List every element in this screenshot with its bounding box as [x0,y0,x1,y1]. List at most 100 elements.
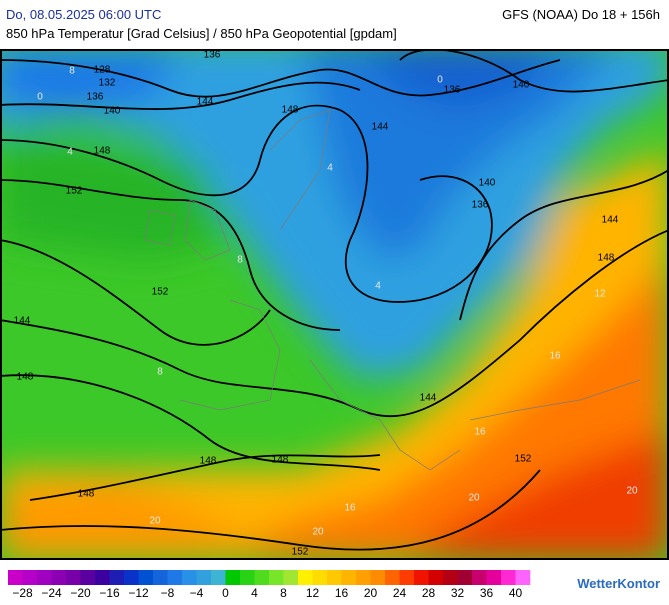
scale-swatch [457,570,473,585]
scale-swatch [138,570,154,585]
scale-swatch [428,570,444,585]
contour-label: 144 [602,215,619,226]
scale-label: −8 [161,586,175,600]
color-scale: −28 −24 −20 −16 −12 −8 −4 0 4 8 12 16 20 24 28 32 36 40 [8,570,531,600]
scale-swatch [22,570,38,585]
scale-label: 16 [335,586,349,600]
contour-label: 140 [104,106,121,117]
temperature-label: 16 [474,427,486,438]
scale-swatch [501,570,516,585]
scale-label: −4 [190,586,204,600]
scale-label: 4 [251,586,258,600]
scale-label: −16 [99,586,120,600]
contour-label: 136 [444,85,461,96]
temperature-label: 20 [312,527,324,538]
contour-label: 148 [282,105,299,116]
contour-label: 144 [420,393,437,404]
contour-label: 144 [14,316,31,327]
scale-swatch [312,570,328,585]
header-left: Do, 08.05.2025 06:00 UTC [6,7,161,22]
temperature-label: 12 [594,289,606,300]
scale-label: 8 [280,586,287,600]
scale-swatch [385,570,400,585]
scale-swatch [225,570,241,585]
temperature-label: 20 [468,493,480,504]
scale-swatch [356,570,371,585]
scale-label: 32 [451,586,465,600]
contour-label: 136 [472,200,489,211]
scale-swatch [66,570,81,585]
scale-swatch [8,570,23,585]
scale-swatch [95,570,110,585]
scale-label: −24 [41,586,62,600]
scale-swatch [80,570,96,585]
scale-swatch [269,570,284,585]
coastlines [144,109,641,471]
contour-label: 148 [272,455,289,466]
contour-label: 152 [66,186,83,197]
scale-swatch [327,570,342,585]
scale-swatch [486,570,502,585]
contour-label: 136 [87,92,104,103]
scale-swatch [399,570,415,585]
temperature-label: 20 [626,486,638,497]
scale-label: 28 [422,586,436,600]
scale-swatch [182,570,197,585]
contour-label: 148 [200,456,217,467]
scale-swatch [472,570,487,585]
contour-label: 152 [515,454,532,465]
contour-labels: 128 132 136 140 136 144 148 148 152 152 … [14,50,619,558]
scale-label: 20 [364,586,378,600]
brand: WetterKontor [577,576,660,591]
scale-swatch [109,570,125,585]
contour-label: 140 [513,80,530,91]
scale-label: −28 [12,586,33,600]
scale-swatch [240,570,255,585]
temperature-label: 0 [37,92,43,103]
scale-swatch [414,570,429,585]
scale-swatch [37,570,52,585]
scale-label: 12 [306,586,320,600]
temperature-label: 8 [69,66,75,77]
contour-label: 144 [372,122,389,133]
temperature-label: 4 [327,163,333,174]
scale-swatch [124,570,139,585]
temperature-label: 0 [437,75,443,86]
scale-label: −12 [128,586,149,600]
contour-label: 136 [204,50,221,61]
scale-swatch [51,570,67,585]
scale-label: 24 [393,586,407,600]
contour-label: 148 [598,253,615,264]
contour-label: 148 [17,372,34,383]
scale-swatch [370,570,386,585]
temperature-label: 8 [237,255,243,266]
scale-swatch [167,570,183,585]
contour-label: 132 [99,78,116,89]
contour-label: 148 [78,489,95,500]
contour-label: 148 [94,146,111,157]
contour-label: 144 [197,97,214,108]
scale-swatch [283,570,299,585]
scale-label: 36 [480,586,494,600]
scale-swatch [341,570,357,585]
scale-swatch [254,570,270,585]
contour-label: 128 [94,65,111,76]
scale-swatch [443,570,458,585]
scale-swatch [153,570,168,585]
contour-label: 152 [152,287,169,298]
temperature-label: 8 [157,367,163,378]
scale-swatch [298,570,313,585]
subtitle: 850 hPa Temperatur [Grad Celsius] / 850 … [6,26,397,41]
header-right: GFS (NOAA) Do 18 + 156h [502,7,660,22]
scale-label: 0 [222,586,229,600]
map-frame [0,49,669,560]
scale-swatch [211,570,226,585]
temperature-label: 20 [149,516,161,527]
scale-swatch [196,570,212,585]
temperature-label: 16 [344,503,356,514]
contour-label: 152 [292,547,309,558]
temperature-label: 4 [375,281,381,292]
scale-label: 40 [509,586,523,600]
temperature-label: 16 [549,351,561,362]
